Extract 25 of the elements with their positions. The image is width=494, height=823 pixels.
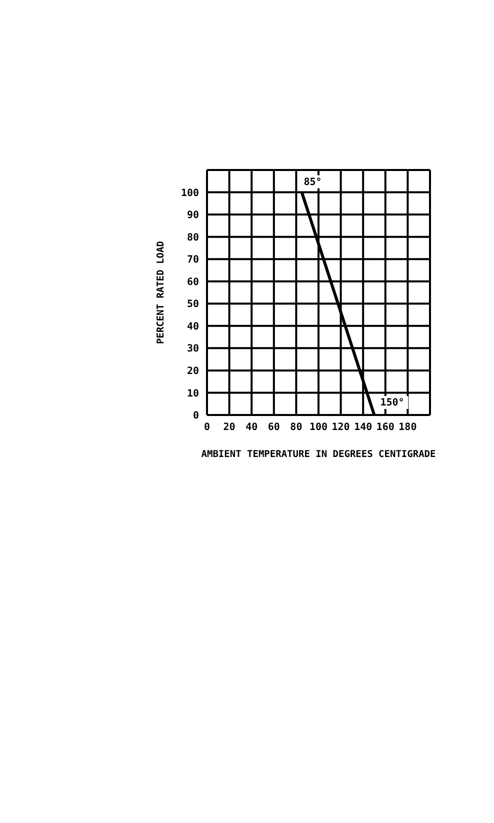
annotation: 150° — [380, 398, 404, 408]
x-tick-label: 140 — [354, 422, 372, 434]
y-tick-label: 70 — [186, 254, 199, 266]
x-tick-label: 0 — [204, 422, 210, 434]
x-tick-label: 120 — [332, 422, 350, 434]
x-tick-label: 180 — [398, 422, 417, 434]
y-tick-label: 90 — [186, 210, 199, 222]
annotation: 85° — [304, 176, 322, 188]
y-tick-label: 0 — [192, 410, 199, 422]
y-tick-label: 30 — [186, 344, 199, 355]
y-tick-label: 60 — [186, 276, 199, 288]
y-tick-label: 100 — [180, 188, 199, 199]
y-tick-label: 10 — [186, 388, 199, 400]
y-tick-label: 20 — [186, 366, 199, 378]
x-tick-label: 20 — [223, 422, 236, 434]
x-tick-label: 40 — [246, 422, 258, 434]
x-tick-label: 60 — [268, 422, 280, 434]
x-tick-label: 160 — [376, 422, 394, 434]
y-tick-label: 50 — [186, 299, 199, 310]
y-tick-label: 80 — [186, 232, 199, 244]
x-axis-title: AMBIENT TEMPERATURE IN DEGREES CENTIGRADE — [201, 449, 436, 460]
y-tick-label: 40 — [186, 321, 199, 332]
x-tick-label: 80 — [290, 422, 302, 434]
y-axis-title: PERCENT RATED LOAD — [155, 240, 166, 344]
x-tick-label: 100 — [309, 422, 328, 434]
